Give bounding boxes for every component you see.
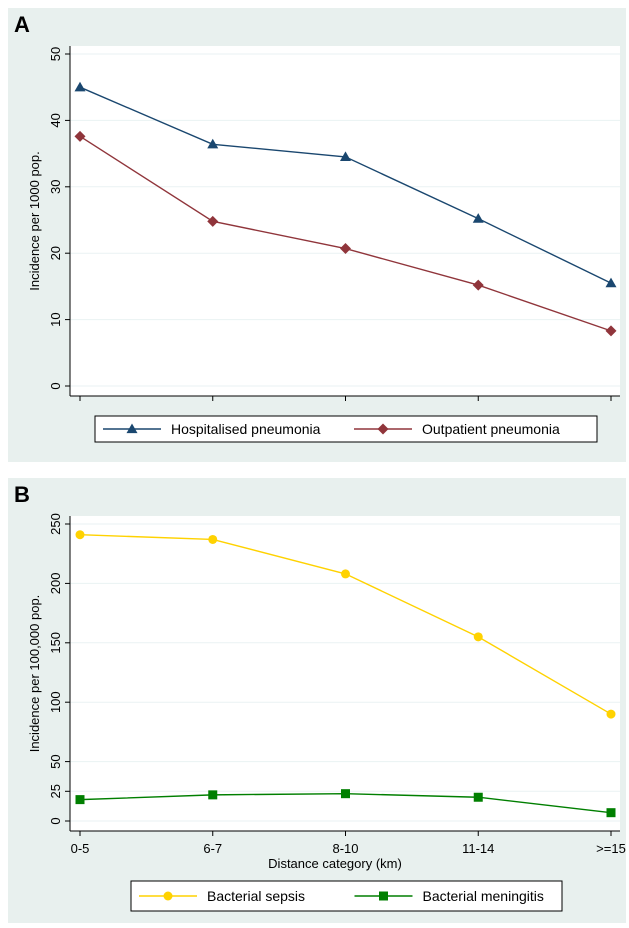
data-point xyxy=(605,325,617,337)
x-tick-label: 0-5 xyxy=(71,841,90,856)
data-point xyxy=(606,709,616,719)
data-point xyxy=(341,789,350,799)
legend-label: Hospitalised pneumonia xyxy=(171,421,321,437)
x-tick-label: >=15 xyxy=(596,841,626,856)
data-point xyxy=(472,213,484,223)
x-tick-label: 8-10 xyxy=(332,841,358,856)
legend-swatch-marker xyxy=(377,423,389,435)
legend-label: Bacterial sepsis xyxy=(207,888,305,904)
legend-box xyxy=(130,880,563,912)
y-axis-title: Incidence per 100,000 pop. xyxy=(27,595,42,753)
y-tick-label: 25 xyxy=(48,784,63,798)
data-point xyxy=(75,530,85,540)
legend-box xyxy=(94,415,598,443)
data-point xyxy=(340,243,351,255)
plot-area xyxy=(70,516,620,831)
y-tick-label: 40 xyxy=(48,113,63,127)
y-tick-label: 30 xyxy=(48,180,63,194)
y-axis-title: Incidence per 1000 pop. xyxy=(27,151,42,291)
data-point xyxy=(207,138,219,149)
legend-swatch-marker xyxy=(379,891,388,901)
data-point xyxy=(207,215,219,227)
data-point xyxy=(473,632,483,642)
data-point xyxy=(75,795,85,805)
chart-a: 0 10 20 30 40 50 Incidence per 1000 pop. Hospit… xyxy=(27,46,620,443)
data-point xyxy=(208,534,218,544)
y-tick-label: 20 xyxy=(48,246,63,260)
panel-b: B 0 25 50 100 150 200 250 0-5 6-7 8-10 11-14 >=15 In… xyxy=(8,478,626,923)
y-tick-label: 0 xyxy=(48,382,63,389)
legend-swatch-marker xyxy=(126,423,138,434)
data-point xyxy=(606,808,616,818)
data-point xyxy=(74,130,86,142)
x-tick-label: 11-14 xyxy=(462,841,494,856)
legend-swatch-marker xyxy=(163,891,173,901)
data-point xyxy=(472,279,484,291)
y-tick-label: 50 xyxy=(48,754,63,768)
y-tick-label: 100 xyxy=(48,691,63,713)
x-tick-label: 6-7 xyxy=(203,841,222,856)
y-tick-label: 250 xyxy=(48,513,63,535)
x-axis-title: Distance category (km) xyxy=(268,856,402,871)
data-point xyxy=(74,81,86,92)
chart-b: 0 25 50 100 150 200 250 0-5 6-7 8-10 11-14 >=15 Inci… xyxy=(27,513,626,912)
data-point xyxy=(605,277,617,288)
y-tick-label: 150 xyxy=(48,632,63,654)
y-tick-label: 10 xyxy=(48,312,63,326)
panel-a: A 0 10 20 30 40 50 Incidence per 1000 pop. Hosp… xyxy=(8,8,626,462)
legend-label: Bacterial meningitis xyxy=(423,888,544,904)
data-point xyxy=(473,792,483,802)
panel-b-label: B xyxy=(14,482,30,507)
plot-area xyxy=(70,46,620,396)
panel-a-label: A xyxy=(14,12,30,37)
legend-label: Outpatient pneumonia xyxy=(422,421,560,437)
y-tick-label: 50 xyxy=(48,47,63,61)
data-point xyxy=(208,790,218,800)
y-tick-label: 200 xyxy=(48,573,63,595)
data-point xyxy=(340,151,351,162)
data-point xyxy=(341,569,350,579)
y-tick-label: 0 xyxy=(48,817,63,824)
